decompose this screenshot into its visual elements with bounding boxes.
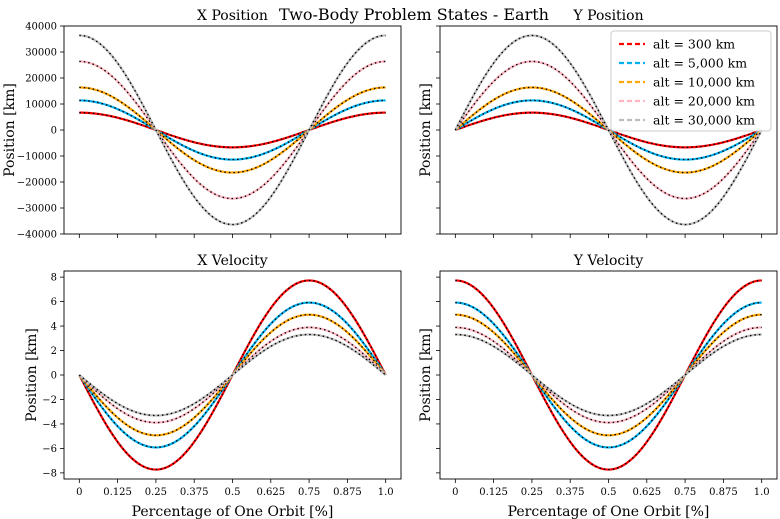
series-dotted-overlay bbox=[79, 34, 386, 226]
y-tick-label: 0 bbox=[51, 126, 57, 137]
plot-frame bbox=[63, 25, 402, 235]
chart-panel-1: X Position Position [km] −40000 −30000 −2000… bbox=[2, 8, 402, 241]
x-tick-label: 0.375 bbox=[180, 487, 209, 498]
x-tick-label: 0 bbox=[452, 487, 458, 498]
series-line bbox=[455, 313, 762, 437]
series-dotted-overlay bbox=[455, 301, 762, 449]
y-axis-label: Position [km] bbox=[24, 328, 40, 422]
y-tick-label: −6 bbox=[42, 444, 57, 455]
legend: alt = 300 km alt = 5,000 km alt = 10,000 k… bbox=[610, 30, 772, 132]
x-tick-label: 0.875 bbox=[709, 487, 738, 498]
legend-label: alt = 300 km bbox=[653, 37, 735, 52]
series-line bbox=[79, 60, 386, 200]
series-dotted-overlay bbox=[455, 326, 762, 424]
y-tick-label: 0 bbox=[51, 371, 57, 382]
y-tick-label: 10000 bbox=[25, 100, 57, 111]
y-tick-label: −8 bbox=[42, 468, 57, 479]
x-tick-label: 0.5 bbox=[601, 487, 617, 498]
y-tick-label: 20000 bbox=[25, 74, 57, 85]
legend-label: alt = 5,000 km bbox=[653, 56, 747, 71]
series-dotted-overlay bbox=[78, 313, 387, 437]
figure-suptitle: Two-Body Problem States - Earth bbox=[279, 5, 549, 24]
y-tick-label: −4 bbox=[42, 419, 57, 430]
legend-label: alt = 10,000 km bbox=[653, 75, 755, 90]
series-dotted-overlay bbox=[454, 34, 763, 226]
series-line bbox=[455, 301, 762, 449]
series-dotted-overlay bbox=[454, 99, 763, 161]
x-tick-label: 0.25 bbox=[521, 487, 543, 498]
series-dotted-overlay bbox=[79, 86, 386, 174]
y-axis-label: Position [km] bbox=[418, 83, 434, 177]
series-line bbox=[79, 99, 386, 161]
y-tick-label: 40000 bbox=[25, 22, 57, 33]
y-tick-label: −40000 bbox=[17, 230, 57, 241]
chart-title: X Position bbox=[197, 8, 268, 24]
y-tick-label: 4 bbox=[51, 322, 57, 333]
y-tick-label: 30000 bbox=[25, 48, 57, 59]
chart-title: Y Position bbox=[572, 8, 643, 24]
plot-frame bbox=[439, 25, 778, 235]
x-tick-label: 0.75 bbox=[674, 487, 696, 498]
series-line bbox=[455, 279, 762, 471]
series-dotted-overlay bbox=[79, 111, 386, 149]
y-axis-label: Position [km] bbox=[418, 328, 434, 422]
x-tick-label: 0.125 bbox=[479, 487, 508, 498]
x-tick-label: 1.0 bbox=[754, 487, 770, 498]
series-line bbox=[79, 111, 386, 149]
y-tick-label: −30000 bbox=[17, 204, 57, 215]
series-dotted-overlay bbox=[78, 301, 387, 449]
series-line bbox=[455, 326, 762, 424]
chart-panel-3: X Velocity Position [km] Percentage of One… bbox=[24, 253, 402, 519]
chart-panel-2: Y Position Position [km] bbox=[418, 8, 778, 238]
legend-label: alt = 20,000 km bbox=[653, 94, 755, 109]
y-tick-label: −10000 bbox=[17, 152, 57, 163]
series-line bbox=[79, 34, 386, 226]
series-dotted-overlay bbox=[454, 86, 763, 174]
x-tick-label: 0.125 bbox=[103, 487, 132, 498]
legend-label: alt = 30,000 km bbox=[653, 113, 755, 128]
x-tick-label: 1.0 bbox=[378, 487, 394, 498]
x-tick-label: 0 bbox=[76, 487, 82, 498]
legend-box bbox=[610, 30, 772, 132]
x-tick-label: 0.25 bbox=[145, 487, 167, 498]
series-dotted-overlay bbox=[455, 279, 762, 471]
x-tick-label: 0.75 bbox=[298, 487, 320, 498]
x-axis-label: Percentage of One Orbit [%] bbox=[508, 504, 710, 519]
series-dotted-overlay bbox=[79, 60, 386, 200]
x-tick-label: 0.875 bbox=[333, 487, 362, 498]
x-tick-label: 0.5 bbox=[225, 487, 241, 498]
y-tick-label: 2 bbox=[51, 346, 57, 357]
plot-frame bbox=[63, 270, 402, 480]
chart-panel-4: Y Velocity Position [km] Percentage of One… bbox=[418, 253, 778, 519]
series-dotted-overlay bbox=[78, 333, 387, 417]
y-tick-label: 6 bbox=[51, 297, 57, 308]
series-dotted-overlay bbox=[455, 333, 762, 417]
x-tick-label: 0.375 bbox=[556, 487, 585, 498]
chart-title: X Velocity bbox=[197, 253, 267, 269]
x-axis-label: Percentage of One Orbit [%] bbox=[132, 504, 334, 519]
plot-frame bbox=[439, 270, 778, 480]
y-tick-label: −20000 bbox=[17, 178, 57, 189]
y-axis-label: Position [km] bbox=[2, 83, 18, 177]
y-tick-label: −2 bbox=[42, 395, 57, 406]
series-dotted-overlay bbox=[79, 99, 386, 161]
y-tick-label: 8 bbox=[51, 273, 57, 284]
chart-title: Y Velocity bbox=[573, 253, 644, 269]
x-tick-label: 0.625 bbox=[632, 487, 661, 498]
x-tick-label: 0.625 bbox=[256, 487, 285, 498]
